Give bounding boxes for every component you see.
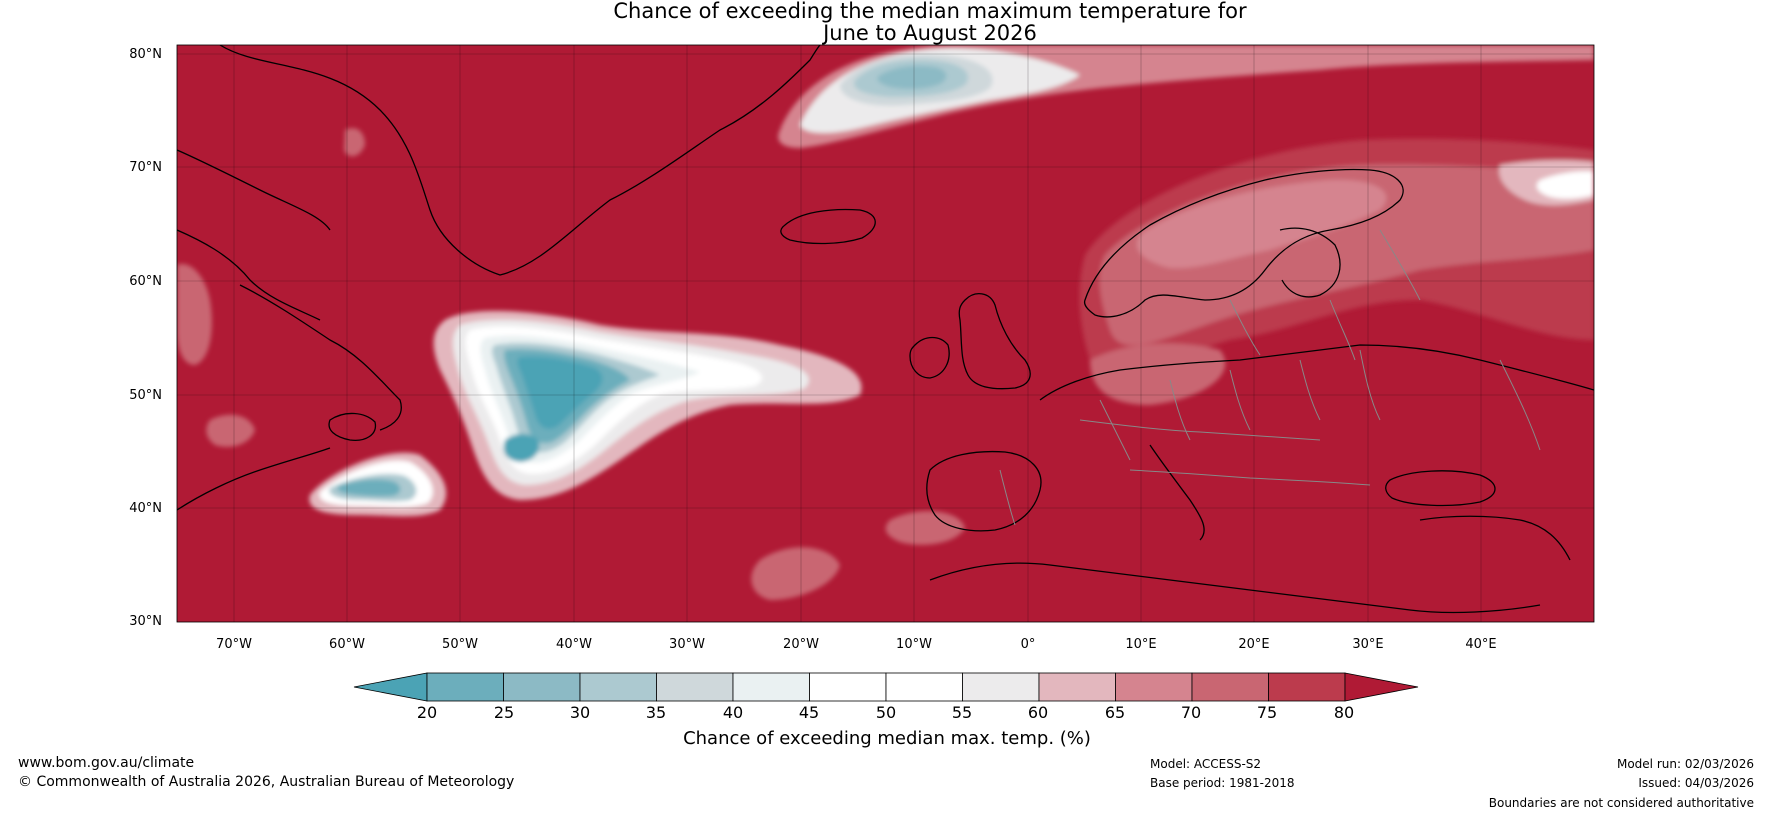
colorbar-label: Chance of exceeding median max. temp. (%… xyxy=(683,728,1091,749)
greenland-sea-anomaly xyxy=(778,45,1594,148)
colorbar-tick-45: 45 xyxy=(798,703,820,722)
graticule xyxy=(177,45,1594,622)
colorbar-tick-60: 60 xyxy=(1027,703,1049,722)
colorbar-tick-70: 70 xyxy=(1180,703,1202,722)
map-title-line2: June to August 2026 xyxy=(823,21,1037,45)
lon-label-20e: 20°E xyxy=(1238,637,1270,652)
issued-text: Issued: 04/03/2026 xyxy=(1638,776,1754,790)
colorbar xyxy=(353,672,1419,702)
colorbar-segment xyxy=(579,672,657,702)
colorbar-tick-20: 20 xyxy=(416,703,438,722)
colorbar-segment xyxy=(503,672,581,702)
base-period-text: Base period: 1981-2018 xyxy=(1150,776,1295,790)
nova-scotia-anomaly xyxy=(309,452,447,517)
colorbar-segment xyxy=(1191,672,1269,702)
national-borders xyxy=(999,229,1541,526)
colorbar-segment xyxy=(962,672,1040,702)
lon-label-30w: 30°W xyxy=(669,637,705,652)
map-title-line1: Chance of exceeding the median maximum t… xyxy=(613,0,1247,23)
lat-label-50n: 50°N xyxy=(129,388,162,403)
colorbar-segment xyxy=(1038,672,1116,702)
lon-label-30e: 30°E xyxy=(1352,637,1384,652)
colorbar-tick-35: 35 xyxy=(645,703,667,722)
lat-label-60n: 60°N xyxy=(129,274,162,289)
colorbar-tick-30: 30 xyxy=(569,703,591,722)
model-text: Model: ACCESS-S2 xyxy=(1150,757,1262,771)
lon-label-20w: 20°W xyxy=(783,637,819,652)
lon-label-40w: 40°W xyxy=(556,637,592,652)
mid-atlantic-anomaly xyxy=(433,310,862,500)
colorbar-segment xyxy=(1268,672,1346,702)
copyright-text: © Commonwealth of Australia 2026, Austra… xyxy=(18,774,515,790)
colorbar-segment xyxy=(809,672,887,702)
colorbar-tick-75: 75 xyxy=(1256,703,1278,722)
colorbar-segment xyxy=(885,672,963,702)
colorbar-extend-low xyxy=(353,672,428,702)
disclaimer-text: Boundaries are not considered authoritat… xyxy=(1488,796,1754,810)
colorbar-tick-25: 25 xyxy=(493,703,515,722)
colorbar-segment xyxy=(1115,672,1193,702)
colorbar-tick-50: 50 xyxy=(875,703,897,722)
colorbar-tick-40: 40 xyxy=(722,703,744,722)
map-frame xyxy=(176,44,1595,623)
colorbar-segment xyxy=(732,672,810,702)
lat-label-40n: 40°N xyxy=(129,501,162,516)
lon-label-40e: 40°E xyxy=(1465,637,1497,652)
model-run-text: Model run: 02/03/2026 xyxy=(1616,757,1754,771)
colorbar-segment xyxy=(656,672,734,702)
lat-label-70n: 70°N xyxy=(129,160,162,175)
website-link[interactable]: www.bom.gov.au/climate xyxy=(18,755,195,771)
colorbar-tick-65: 65 xyxy=(1104,703,1126,722)
lon-label-10e: 10°E xyxy=(1125,637,1157,652)
lon-label-70w: 70°W xyxy=(216,637,252,652)
colorbar-tick-80: 80 xyxy=(1333,703,1355,722)
lat-label-30n: 30°N xyxy=(129,614,162,629)
lat-label-80n: 80°N xyxy=(129,47,162,62)
colorbar-segment xyxy=(426,672,504,702)
colorbar-tick-55: 55 xyxy=(951,703,973,722)
lon-label-10w: 10°W xyxy=(896,637,932,652)
minor-anomaly-patches xyxy=(177,128,965,600)
lon-label-60w: 60°W xyxy=(329,637,365,652)
lon-label-50w: 50°W xyxy=(442,637,478,652)
colorbar-extend-high xyxy=(1344,672,1419,702)
lon-label-0: 0° xyxy=(1020,637,1036,652)
anomaly-regions xyxy=(177,45,1594,622)
map-background xyxy=(177,45,1594,622)
coastlines xyxy=(177,45,1594,614)
